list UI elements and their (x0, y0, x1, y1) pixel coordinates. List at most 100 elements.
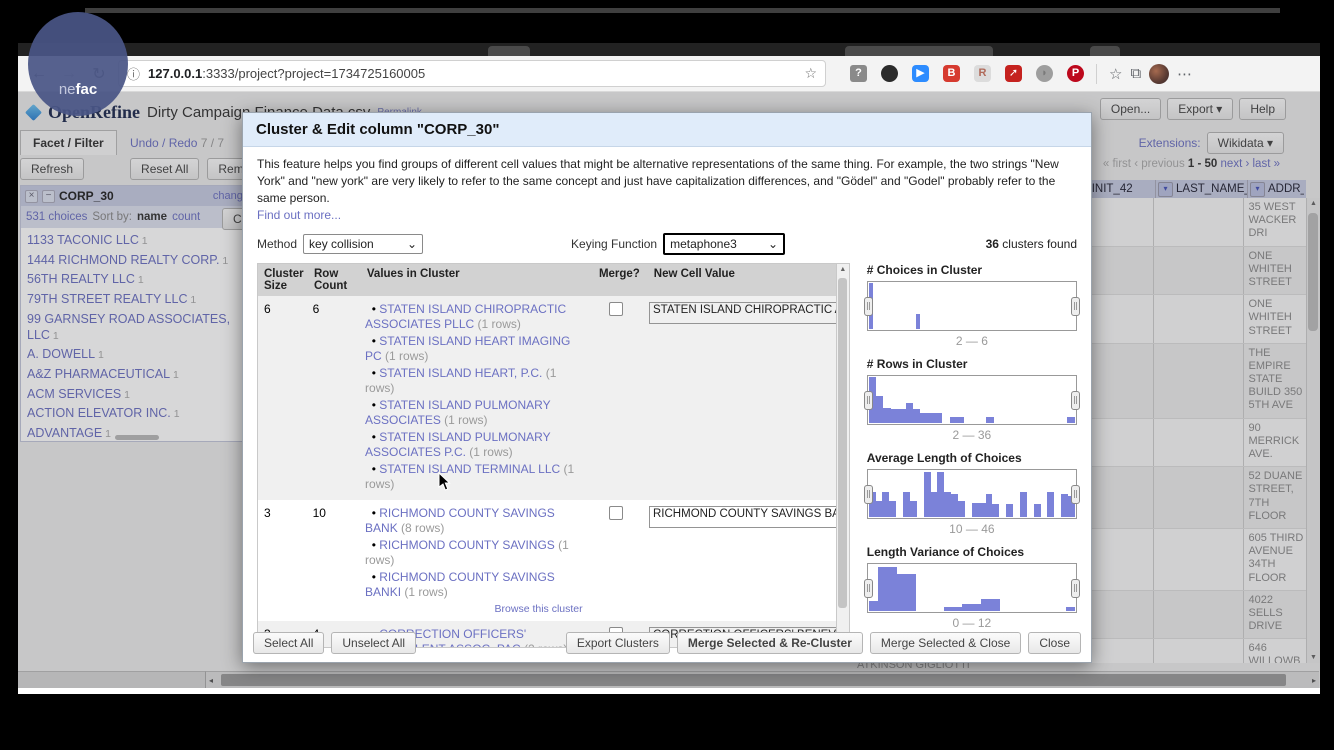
browser-toolbar: ← → ↻ ⓘ 127.0.0.1:3333/project?project=1… (18, 56, 1320, 92)
column-dropdown-icon[interactable]: ▾ (1158, 181, 1173, 197)
facet-choice-link[interactable]: ACTION ELEVATOR INC. (27, 406, 171, 421)
facet-choice-link[interactable]: 1133 TACONIC LLC (27, 233, 139, 247)
merge-checkbox[interactable] (608, 506, 623, 521)
mixmax-extension-icon[interactable]: ➚ (1005, 65, 1022, 82)
page-next[interactable]: next › (1220, 158, 1250, 170)
facet-minimize-icon[interactable]: − (42, 189, 55, 203)
browser-tab-strip[interactable] (18, 43, 1320, 56)
facet-choice-link[interactable]: 79TH STREET REALTY LLC (27, 291, 188, 306)
cluster-value-link[interactable]: RICHMOND COUNTY SAVINGS (379, 538, 555, 553)
browser-tab[interactable] (488, 46, 530, 56)
facet-choice-link[interactable]: ACM SERVICES (27, 386, 122, 401)
gray-extension-icon[interactable]: R (974, 65, 991, 82)
slider-handle-left[interactable] (863, 391, 873, 411)
wikidata-extension-button[interactable]: Wikidata ▾ (1206, 132, 1284, 154)
slider-handle-left[interactable] (863, 579, 873, 599)
browser-menu-icon[interactable]: ⋯ (1177, 65, 1194, 83)
scroll-up-icon[interactable]: ▲ (1310, 200, 1317, 207)
github-extension-icon[interactable] (881, 65, 898, 82)
export-button[interactable]: Export ▾ (1167, 98, 1234, 120)
browser-tab[interactable] (1090, 46, 1120, 56)
refresh-button[interactable]: Refresh (20, 158, 85, 180)
collections-icon[interactable]: ⧉ (1130, 65, 1142, 82)
data-table-header: D_INIT_42▾LAST_NAME_4▾ADDR_1_50 (1074, 180, 1306, 199)
merge-checkbox[interactable] (608, 302, 623, 317)
undo-redo-link[interactable]: Undo / Redo (130, 136, 198, 150)
method-select[interactable]: key collision ⌄ (303, 234, 424, 255)
keying-function-select[interactable]: metaphone3 ⌄ (663, 233, 786, 256)
panel-bottom-strip (18, 671, 205, 688)
slider-handle-right[interactable] (1071, 391, 1080, 411)
facet-choice-link[interactable]: 1444 RICHMOND REALTY CORP. (27, 252, 220, 267)
facet-list-scrollbar[interactable] (115, 435, 159, 440)
cluster-scroll-thumb[interactable] (838, 278, 847, 609)
cluster-value-link[interactable]: STATEN ISLAND PULMONARY ASSOCIATES (365, 398, 551, 428)
facet-choice-count[interactable]: 531 choices (26, 211, 88, 223)
cluster-value-link[interactable]: STATEN ISLAND HEART IMAGING PC (365, 334, 571, 364)
cluster-table-scrollbar[interactable]: ▲ ▼ (837, 263, 850, 649)
tab-undo-redo[interactable]: Undo / Redo 7 / 7 (130, 136, 224, 150)
slider-handle-right[interactable] (1071, 297, 1080, 317)
slider-handle-left[interactable] (863, 485, 873, 505)
scroll-right-icon[interactable]: ▸ (1311, 676, 1316, 685)
sort-name-option[interactable]: name (137, 211, 168, 223)
help-extension-icon[interactable]: ? (850, 65, 867, 82)
merge-close-button[interactable]: Merge Selected & Close (869, 632, 1022, 654)
unselect-all-button[interactable]: Unselect All (331, 632, 417, 654)
vertical-scroll-thumb[interactable] (1308, 213, 1318, 331)
scroll-up-icon[interactable]: ▲ (839, 266, 847, 274)
scroll-down-icon[interactable]: ▼ (1310, 654, 1317, 661)
table-cell (1154, 246, 1245, 295)
open-button[interactable]: Open... (1099, 98, 1162, 120)
site-info-icon[interactable]: ⓘ (127, 67, 141, 82)
clusters-found-text: 36 clusters found (985, 237, 1077, 252)
facet-choice-link[interactable]: A. DOWELL (27, 347, 96, 362)
cluster-value-link[interactable]: STATEN ISLAND HEART, P.C. (379, 366, 543, 381)
pinterest-extension-icon[interactable]: P (1067, 65, 1084, 82)
scroll-left-icon[interactable]: ◂ (209, 676, 214, 685)
new-cell-value-input[interactable]: STATEN ISLAND CHIROPRACTIC ASSOCIATES PL… (649, 302, 836, 325)
column-header-addr_1_50[interactable]: ▾ADDR_1_50 (1247, 180, 1304, 198)
cluster-value-link[interactable]: STATEN ISLAND CHIROPRACTIC ASSOCIATES PL… (365, 302, 567, 332)
cluster-value-link[interactable]: STATEN ISLAND TERMINAL LLC (379, 462, 561, 477)
help-button[interactable]: Help (1239, 98, 1286, 120)
sort-count-option[interactable]: count (172, 211, 201, 223)
slider-handle-right[interactable] (1071, 485, 1080, 505)
merge-recluster-button[interactable]: Merge Selected & Re-Cluster (676, 632, 863, 654)
close-button[interactable]: Close (1028, 632, 1081, 654)
slider-handle-right[interactable] (1071, 579, 1080, 599)
find-out-more-link[interactable]: Find out more... (257, 208, 342, 223)
zoom-extension-icon[interactable]: ▶ (912, 65, 929, 82)
cluster-value-link[interactable]: RICHMOND COUNTY SAVINGS BANK (365, 506, 555, 536)
column-header-last_name_4[interactable]: ▾LAST_NAME_4 (1155, 180, 1247, 198)
slider-handle-left[interactable] (863, 297, 873, 317)
cluster-value-link[interactable]: STATEN ISLAND PULMONARY ASSOCIATES P.C. (365, 430, 551, 460)
facet-choice-link[interactable]: 56TH REALTY LLC (27, 272, 135, 287)
bitly-extension-icon[interactable]: B (943, 65, 960, 82)
tab-facet-filter[interactable]: Facet / Filter (20, 130, 117, 155)
facet-choice-link[interactable]: 99 GARNSEY ROAD ASSOCIATES, LLC (27, 311, 231, 342)
page-last[interactable]: last » (1252, 158, 1281, 170)
new-cell-value-input[interactable]: RICHMOND COUNTY SAVINGS BANK (649, 506, 836, 529)
facet-close-icon[interactable]: × (25, 189, 38, 203)
facet-change-link[interactable]: change (212, 190, 249, 202)
horizontal-scroll-thumb[interactable] (221, 674, 1286, 686)
url-bar[interactable]: ⓘ 127.0.0.1:3333/project?project=1734725… (118, 60, 826, 87)
bookmarks-list-icon[interactable]: ☆ (1109, 65, 1123, 83)
facet-choice-link[interactable]: ADVANTAGE (27, 426, 103, 441)
browse-cluster-link[interactable]: Browse this cluster (494, 603, 583, 616)
url-text[interactable]: 127.0.0.1:3333/project?project=173472516… (148, 66, 426, 81)
select-all-button[interactable]: Select All (253, 632, 325, 654)
column-dropdown-icon[interactable]: ▾ (1250, 181, 1265, 197)
histogram: # Rows in Cluster 2 — 36 (863, 357, 1080, 442)
browser-tab[interactable] (845, 46, 993, 56)
bookmark-star-icon[interactable]: ☆ (804, 65, 817, 81)
profile-avatar[interactable] (1149, 63, 1170, 84)
vertical-scrollbar[interactable]: ▲ ▼ (1306, 198, 1320, 663)
facet-choice-link[interactable]: A&Z PHARMACEUTICAL (27, 367, 171, 382)
horizontal-scrollbar[interactable]: ◂ ▸ (205, 671, 1319, 688)
reset-all-button[interactable]: Reset All (130, 158, 200, 180)
export-clusters-button[interactable]: Export Clusters (565, 632, 670, 654)
cluster-value-link[interactable]: RICHMOND COUNTY SAVINGS BANKI (365, 570, 555, 600)
camera-extension-icon[interactable]: ◗ (1036, 65, 1053, 82)
